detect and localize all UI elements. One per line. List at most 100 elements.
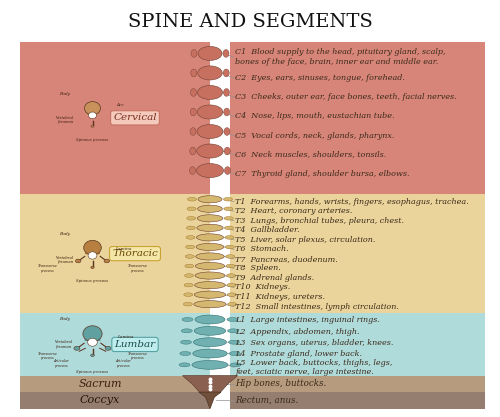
Text: Body: Body [60,231,70,236]
Ellipse shape [180,340,192,344]
Ellipse shape [187,207,196,211]
Ellipse shape [198,205,222,212]
Ellipse shape [198,46,222,60]
Text: L4  Prostate gland, lower back.: L4 Prostate gland, lower back. [235,350,362,359]
Ellipse shape [105,346,111,350]
Circle shape [88,252,97,259]
Ellipse shape [224,108,230,116]
Ellipse shape [224,167,230,174]
Text: Hip bones, buttocks.: Hip bones, buttocks. [235,379,326,388]
Circle shape [84,102,100,115]
Ellipse shape [186,216,196,220]
Ellipse shape [190,128,196,136]
Ellipse shape [196,244,224,251]
Text: C1  Blood supply to the head, pituitary gland, scalp,
bones of the face, brain, : C1 Blood supply to the head, pituitary g… [235,48,446,66]
Text: T2  Heart, coronary arteries.: T2 Heart, coronary arteries. [235,207,352,215]
Text: Arc: Arc [116,103,124,107]
Text: Cervical: Cervical [113,113,157,122]
Ellipse shape [198,66,222,80]
Text: C3  Cheeks, outer ear, face bones, teeth, facial nerves.: C3 Cheeks, outer ear, face bones, teeth,… [235,93,456,101]
Text: C6  Neck muscles, shoulders, tonsils.: C6 Neck muscles, shoulders, tonsils. [235,151,386,158]
Ellipse shape [223,50,229,57]
Text: Coccyx: Coccyx [80,395,120,405]
Ellipse shape [197,224,223,231]
Ellipse shape [227,283,236,287]
Circle shape [83,326,102,342]
Text: Articular
process: Articular process [116,359,132,367]
Ellipse shape [180,352,191,356]
Ellipse shape [226,245,234,249]
Text: C7  Thyroid gland, shoulder bursa, elbows.: C7 Thyroid gland, shoulder bursa, elbows… [235,170,410,178]
Ellipse shape [224,207,233,211]
Ellipse shape [197,215,223,222]
Text: T7  Pancreas, duodenum.: T7 Pancreas, duodenum. [235,255,338,263]
Ellipse shape [197,125,223,138]
Ellipse shape [227,293,236,296]
Ellipse shape [190,167,196,174]
Ellipse shape [190,108,196,116]
Ellipse shape [229,352,240,356]
Ellipse shape [188,197,196,201]
Ellipse shape [195,272,225,279]
Ellipse shape [192,360,228,369]
Ellipse shape [194,338,226,347]
Ellipse shape [190,147,196,155]
Ellipse shape [76,259,81,263]
Ellipse shape [198,196,222,203]
Text: Sacrum: Sacrum [78,379,122,389]
Text: C2  Eyes, ears, sinuses, tongue, forehead.: C2 Eyes, ears, sinuses, tongue, forehead… [235,74,405,83]
Ellipse shape [196,163,224,178]
Ellipse shape [186,245,194,249]
Ellipse shape [184,302,192,306]
Circle shape [84,240,102,255]
Ellipse shape [91,266,94,269]
Circle shape [88,112,96,119]
Ellipse shape [227,317,238,322]
Bar [230,42,485,194]
Ellipse shape [226,274,235,277]
Ellipse shape [228,302,236,306]
Polygon shape [86,112,99,113]
Ellipse shape [190,88,196,96]
Ellipse shape [185,264,194,268]
Ellipse shape [228,329,239,333]
Text: Spinous process: Spinous process [76,279,108,283]
Ellipse shape [184,283,193,287]
Text: Lumbar: Lumbar [114,340,156,349]
Polygon shape [85,338,100,340]
Ellipse shape [104,259,110,263]
Bar [230,392,485,409]
Text: L5  Lower back, buttocks, thighs, legs,
feet, sciatic nerve, large intestine.: L5 Lower back, buttocks, thighs, legs, f… [235,359,392,376]
Bar [20,392,210,409]
Text: Transverse
process: Transverse process [128,264,148,273]
Ellipse shape [224,197,232,201]
Text: Articular
process: Articular process [54,359,70,367]
Text: T1  Forearms, hands, wrists, fingers, esophagus, trachea.: T1 Forearms, hands, wrists, fingers, eso… [235,198,468,206]
Ellipse shape [91,125,94,127]
Bar [20,376,210,392]
Ellipse shape [226,264,235,268]
Ellipse shape [186,236,195,239]
Ellipse shape [194,301,226,308]
Text: Spinous process: Spinous process [76,138,108,141]
Text: C4  Nose, lips, mouth, eustachian tube.: C4 Nose, lips, mouth, eustachian tube. [235,113,394,121]
Text: T10  Kidneys.: T10 Kidneys. [235,284,290,291]
Bar [230,376,485,392]
Ellipse shape [194,291,226,298]
Text: Body: Body [60,92,70,95]
Ellipse shape [225,236,234,239]
Ellipse shape [193,349,227,358]
Bar [20,194,210,313]
Polygon shape [199,392,221,409]
Text: Vertebral
foramen: Vertebral foramen [56,256,74,264]
Polygon shape [86,251,100,254]
Ellipse shape [179,363,190,367]
Text: T12  Small intestines, lymph circulation.: T12 Small intestines, lymph circulation. [235,303,399,311]
Ellipse shape [197,105,223,119]
Text: Lamina: Lamina [115,247,132,251]
Bar [230,313,485,376]
Text: Transverse
process: Transverse process [38,264,58,273]
Ellipse shape [182,317,193,322]
Ellipse shape [224,128,230,136]
Ellipse shape [224,226,234,230]
